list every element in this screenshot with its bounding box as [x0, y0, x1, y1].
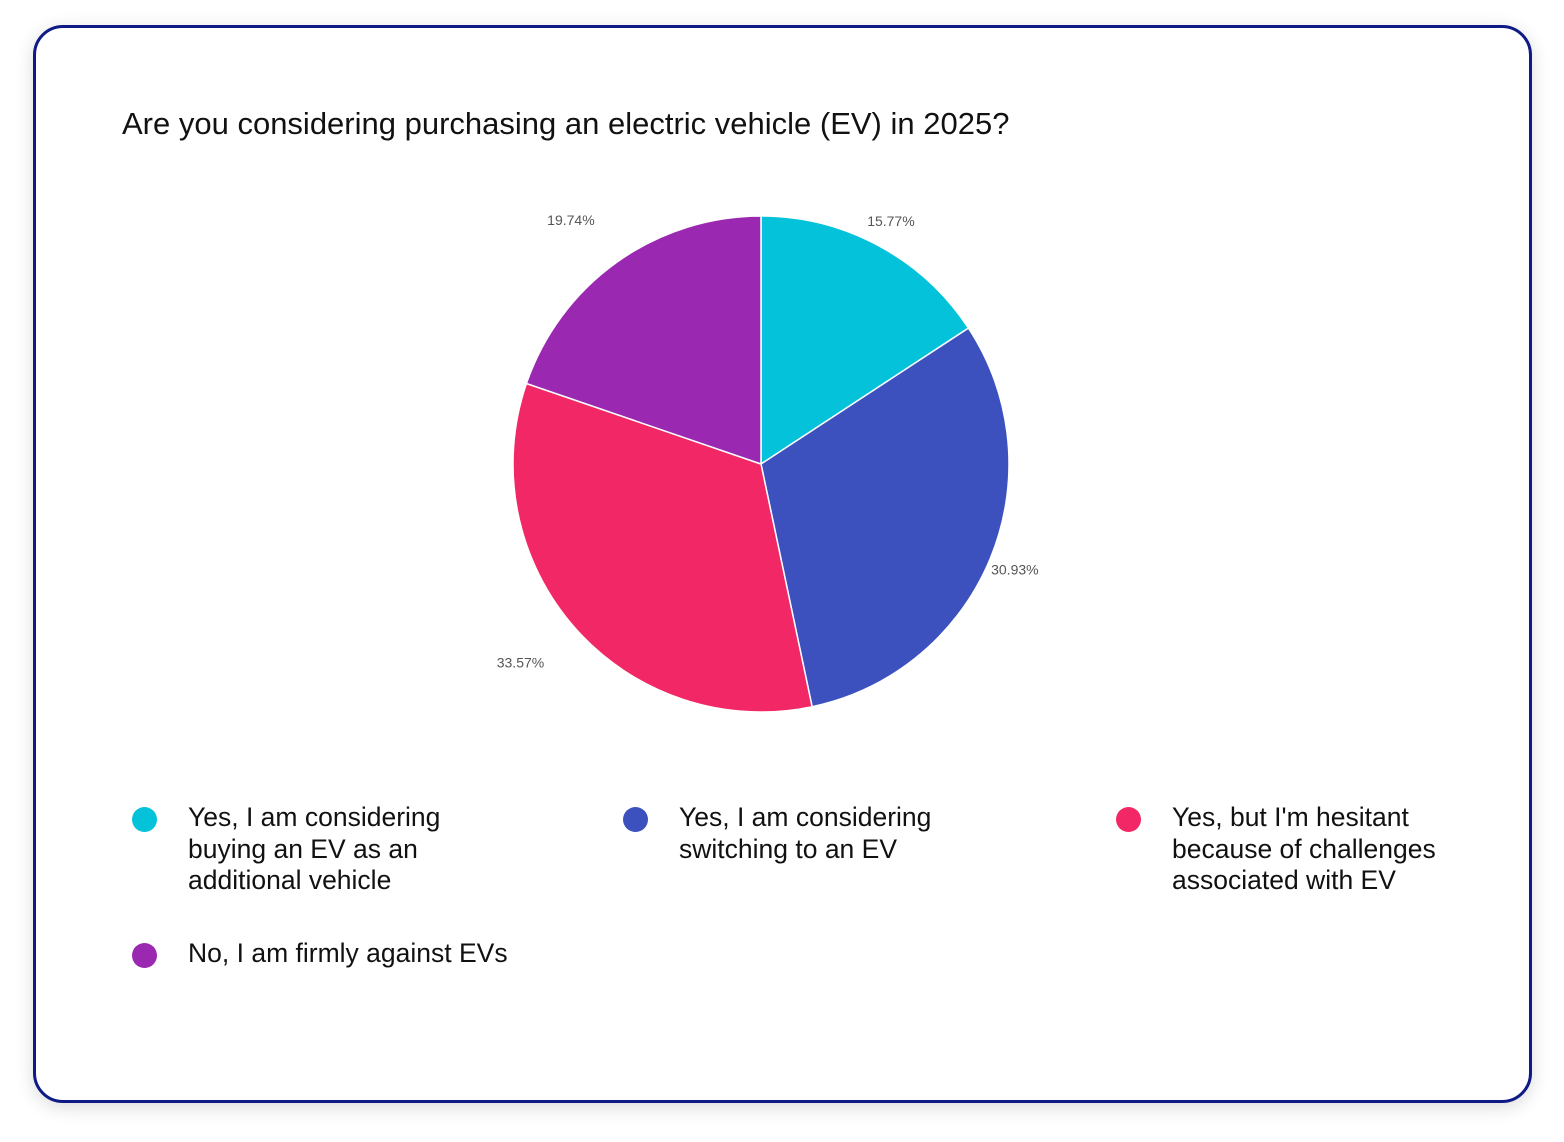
slice-value-label: 30.93%: [991, 561, 1038, 577]
legend-dot-icon: [132, 807, 157, 832]
pie-slice-3[interactable]: [525, 215, 762, 466]
pie-slice-1[interactable]: [760, 327, 1010, 708]
legend-dot-icon: [132, 943, 157, 968]
legend-item-hesitant[interactable]: Yes, but I'm hesitant because of challen…: [1116, 802, 1472, 897]
legend-item-against[interactable]: No, I am firmly against EVs: [132, 938, 608, 970]
legend-item-additional-vehicle[interactable]: Yes, I am considering buying an EV as an…: [132, 802, 488, 897]
legend-label: Yes, I am considering buying an EV as an…: [188, 802, 441, 895]
legend-label: Yes, I am considering switching to an EV: [679, 802, 932, 864]
pie-slice-0[interactable]: [760, 215, 970, 466]
legend-item-switching[interactable]: Yes, I am considering switching to an EV: [623, 802, 979, 865]
legend-dot-icon: [623, 807, 648, 832]
pie-slice-2[interactable]: [512, 382, 814, 713]
slice-value-label: 19.74%: [547, 212, 594, 228]
legend-dot-icon: [1116, 807, 1141, 832]
chart-title: Are you considering purchasing an electr…: [122, 106, 1010, 141]
legend-label: No, I am firmly against EVs: [188, 938, 508, 968]
slice-value-label: 33.57%: [497, 655, 544, 671]
legend-label: Yes, but I'm hesitant because of challen…: [1172, 802, 1436, 895]
slice-value-label: 15.77%: [867, 213, 914, 229]
